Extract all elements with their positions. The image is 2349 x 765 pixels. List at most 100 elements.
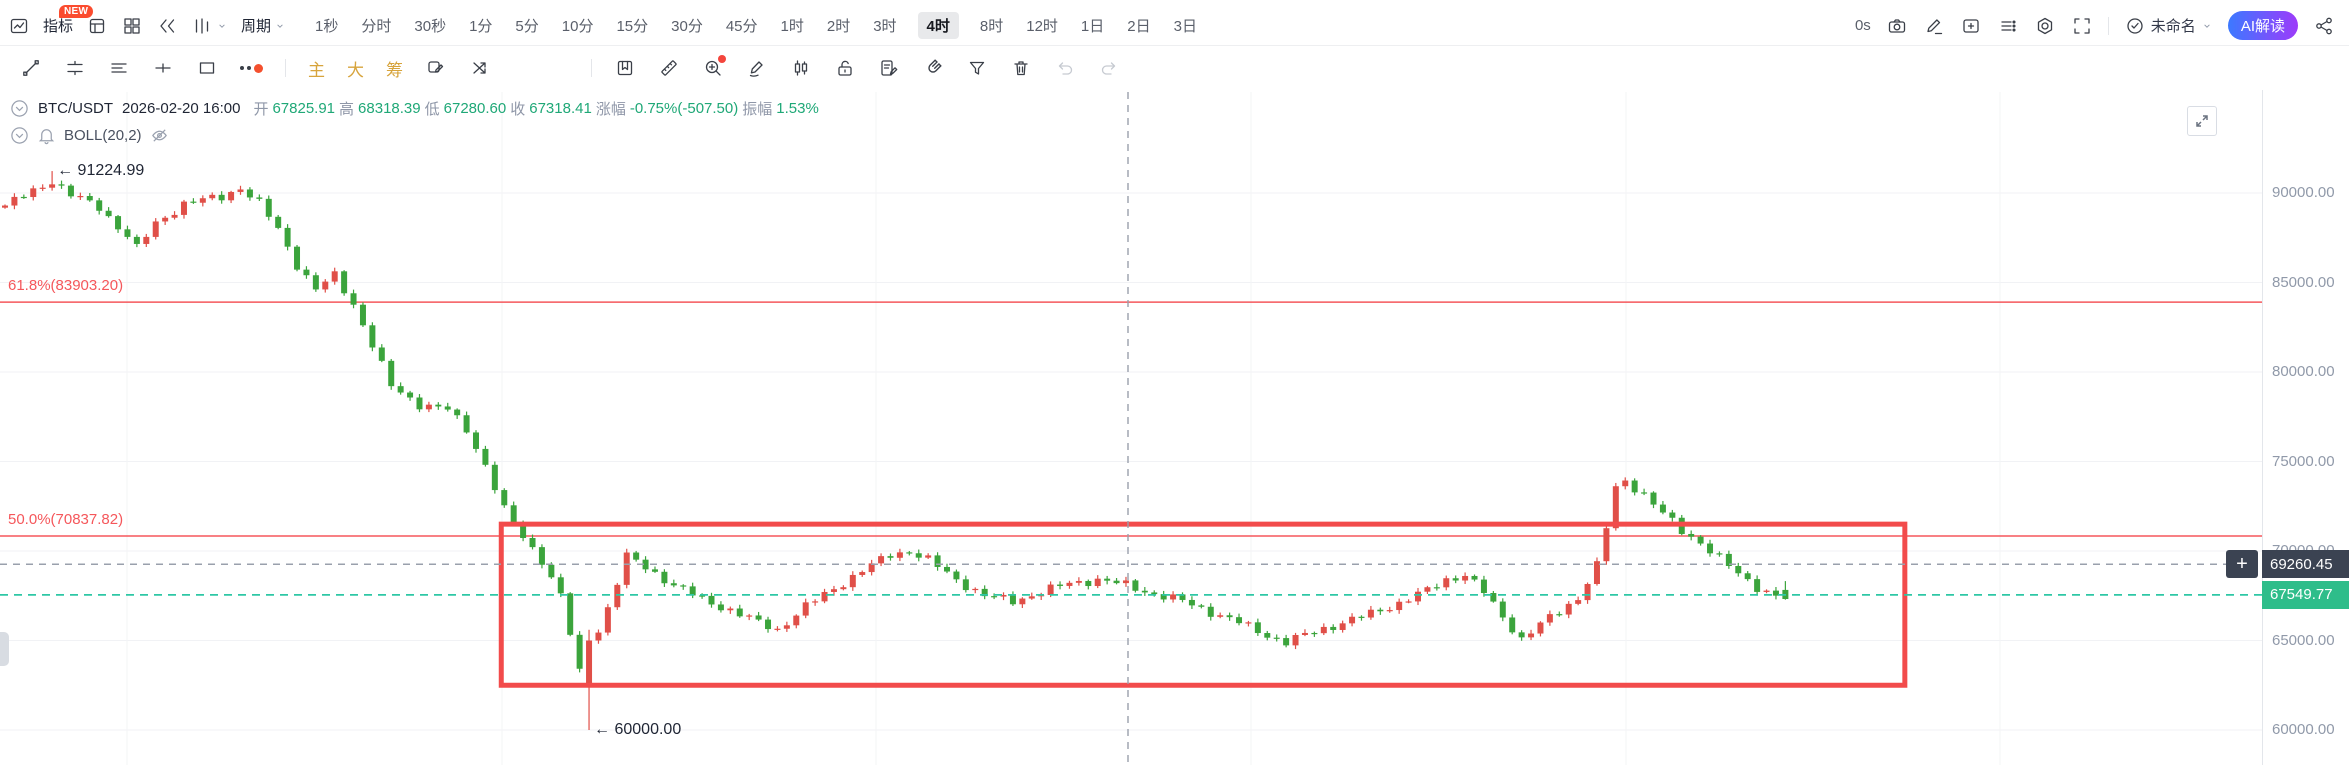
share-icon[interactable] bbox=[2313, 15, 2335, 37]
fib-level-label-618[interactable]: 61.8%(83903.20) bbox=[8, 277, 124, 295]
timeframe-3时[interactable]: 3时 bbox=[873, 18, 897, 35]
rectangle-tool-icon[interactable] bbox=[196, 57, 218, 79]
timeframe-5分[interactable]: 5分 bbox=[515, 18, 539, 35]
axis-price-label: 75000.00 bbox=[2272, 452, 2335, 470]
timeframe-1日[interactable]: 1日 bbox=[1080, 18, 1105, 35]
timeframe-3日[interactable]: 3日 bbox=[1173, 18, 1197, 35]
parallel-channel-tool-icon[interactable] bbox=[64, 57, 86, 79]
chip-distribution-button[interactable]: 筹 bbox=[386, 60, 403, 80]
horizontal-lines-tool-icon[interactable] bbox=[108, 57, 130, 79]
candle-pattern-icon[interactable] bbox=[790, 57, 812, 79]
timeframe-2时[interactable]: 2时 bbox=[826, 18, 851, 35]
alert-bell-icon[interactable] bbox=[37, 126, 56, 145]
redo-icon[interactable] bbox=[1098, 57, 1120, 79]
edit-icon[interactable] bbox=[1923, 15, 1945, 37]
fib-level-label-500[interactable]: 50.0%(70837.82) bbox=[8, 511, 124, 528]
add-pane-icon[interactable] bbox=[1960, 15, 1982, 37]
layout-grid-icon[interactable] bbox=[121, 15, 143, 37]
main-chart-button[interactable]: 主 bbox=[308, 60, 325, 80]
candle-datetime: 2026-02-20 16:00 bbox=[122, 100, 241, 117]
new-badge: NEW bbox=[59, 5, 94, 18]
screenshot-icon[interactable] bbox=[1886, 15, 1908, 37]
saved-layout-icon bbox=[2124, 15, 2146, 37]
replay-icon[interactable] bbox=[156, 15, 178, 37]
collapse-indicator-icon[interactable] bbox=[10, 126, 29, 145]
indicator-row: BOLL(20,2) bbox=[10, 126, 169, 145]
period-dropdown[interactable]: 周期 bbox=[241, 15, 286, 36]
drawing-toolbar: 主 大 筹 bbox=[0, 46, 2349, 90]
filter-drawings-icon[interactable] bbox=[966, 57, 988, 79]
large-view-button[interactable]: 大 bbox=[347, 60, 364, 80]
timeframe-1时[interactable]: 1时 bbox=[780, 18, 804, 35]
indicators-button[interactable]: 指标 NEW bbox=[43, 5, 94, 36]
bookmark-tool-icon[interactable] bbox=[614, 57, 636, 79]
compare-panel-icon[interactable] bbox=[86, 15, 108, 37]
symbol-name[interactable]: BTC/USDT bbox=[38, 100, 113, 117]
candle-type-dropdown[interactable] bbox=[191, 15, 228, 37]
compare-arrows-icon[interactable] bbox=[469, 57, 491, 79]
settings-list-icon[interactable] bbox=[1997, 15, 2019, 37]
settings-gear-icon[interactable] bbox=[2034, 15, 2056, 37]
timeframe-8时[interactable]: 8时 bbox=[979, 18, 1004, 35]
divider bbox=[2107, 16, 2109, 35]
undo-icon[interactable] bbox=[1054, 57, 1076, 79]
timeframe-12时[interactable]: 12时 bbox=[1026, 18, 1058, 35]
chart-area[interactable]: BTC/USDT 2026-02-20 16:00 开 67825.91 高 6831… bbox=[0, 90, 2349, 765]
measure-tool-icon[interactable] bbox=[658, 57, 680, 79]
collapse-legend-icon[interactable] bbox=[10, 99, 29, 118]
symbol-info-bar: BTC/USDT 2026-02-20 16:00 开 67825.91 高 6831… bbox=[10, 98, 819, 119]
fullscreen-icon[interactable] bbox=[2071, 15, 2093, 37]
delete-drawings-icon[interactable] bbox=[1010, 57, 1032, 79]
notification-dot bbox=[718, 55, 726, 63]
candle-countdown: 0s bbox=[1854, 17, 1871, 34]
add-order-button[interactable]: + bbox=[2226, 550, 2258, 579]
notes-icon[interactable] bbox=[878, 57, 900, 79]
timeframe-4时[interactable]: 4时 bbox=[917, 12, 959, 39]
timeframe-10分[interactable]: 10分 bbox=[561, 18, 594, 35]
edit-order-icon[interactable] bbox=[425, 57, 447, 79]
magnet-mode-icon[interactable] bbox=[922, 57, 944, 79]
ohlc-field-label: 涨幅 bbox=[595, 101, 626, 118]
timeframe-分时[interactable]: 分时 bbox=[361, 18, 392, 35]
ohlc-field-label: 振幅 bbox=[742, 101, 773, 118]
ohlc-field-label: 开 bbox=[253, 101, 269, 118]
price-axis[interactable]: 90000.0085000.0080000.0075000.0070000.00… bbox=[2262, 90, 2349, 765]
axis-price-label: 65000.00 bbox=[2272, 631, 2335, 649]
cross-line-tool-icon[interactable] bbox=[152, 57, 174, 79]
ohlc-field-value: 67280.60 bbox=[443, 100, 507, 117]
timeframe-1分[interactable]: 1分 bbox=[469, 18, 493, 35]
layout-name-dropdown[interactable]: 未命名 bbox=[2124, 15, 2213, 37]
axis-price-label: 60000.00 bbox=[2272, 721, 2335, 738]
ohlc-field-value: 1.53% bbox=[776, 100, 819, 117]
ohlc-field-value: 67318.41 bbox=[529, 100, 592, 117]
chart-style-icon[interactable] bbox=[8, 15, 30, 37]
timeframe-30分[interactable]: 30分 bbox=[671, 18, 703, 35]
axis-price-label: 90000.00 bbox=[2272, 184, 2335, 201]
candle-type-icon bbox=[191, 15, 213, 37]
trend-line-tool-icon[interactable] bbox=[20, 57, 42, 79]
expand-chart-button[interactable] bbox=[2187, 106, 2217, 136]
period-label: 周期 bbox=[241, 18, 272, 35]
zoom-in-tool-icon[interactable] bbox=[702, 55, 726, 79]
left-panel-handle[interactable] bbox=[0, 632, 9, 666]
unlock-drawings-icon[interactable] bbox=[834, 57, 856, 79]
timeframe-1秒[interactable]: 1秒 bbox=[315, 18, 339, 35]
high-price-annotation: ← 91224.99 bbox=[57, 162, 145, 180]
chevron-down-icon bbox=[219, 23, 225, 28]
chevron-down-icon bbox=[277, 23, 283, 28]
more-tools-button[interactable] bbox=[240, 63, 263, 73]
ai-analysis-button[interactable]: AI解读 bbox=[2227, 11, 2298, 40]
brush-tool-icon[interactable] bbox=[746, 57, 768, 79]
timeframe-15分[interactable]: 15分 bbox=[616, 18, 649, 35]
ohlc-fields: 开 67825.91 高 68318.39 低 67280.60 收 67318.41 涨幅 -0… bbox=[249, 98, 818, 119]
timeframe-30秒[interactable]: 30秒 bbox=[414, 18, 447, 35]
low-price-annotation: ← 60000.00 bbox=[594, 721, 682, 738]
axis-price-label: 85000.00 bbox=[2272, 273, 2335, 291]
crosshair-price-tag: 69260.45 bbox=[2262, 550, 2349, 579]
timeframe-2日[interactable]: 2日 bbox=[1127, 18, 1151, 35]
timeframe-45分[interactable]: 45分 bbox=[725, 18, 758, 35]
hide-indicator-icon[interactable] bbox=[150, 126, 169, 145]
ohlc-field-value: 67825.91 bbox=[272, 100, 336, 117]
